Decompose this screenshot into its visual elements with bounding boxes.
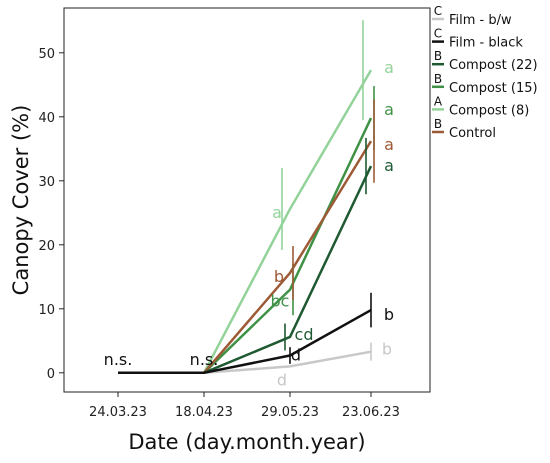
series-line [118, 140, 373, 375]
significance-label: d [277, 370, 287, 389]
legend-group-letter: B [434, 49, 442, 63]
series-line [118, 308, 372, 375]
legend: C Film - b/w C Film - black B Compost (22) B Co… [432, 4, 538, 141]
legend-entry: Compost (22) [449, 58, 538, 73]
y-axis-title: Canopy Cover (%) [9, 105, 33, 296]
significance-label: b [274, 267, 284, 286]
significance-label: a [384, 156, 394, 175]
legend-entry: Film - black [449, 36, 523, 51]
legend-group-letter: B [434, 117, 442, 131]
ns-annotation: n.s. [104, 350, 133, 369]
legend-group-letter: C [434, 4, 442, 18]
x-tick-label: 24.03.23 [89, 405, 147, 420]
significance-label: a [384, 100, 394, 119]
y-tick-label: 30 [38, 175, 55, 190]
y-tick-label: 20 [38, 239, 55, 254]
x-tick-label: 23.06.23 [342, 405, 400, 420]
y-tick-label: 0 [47, 367, 55, 382]
significance-label: a [272, 203, 282, 222]
significance-label: bc [271, 292, 290, 311]
significance-label: b [384, 305, 394, 324]
x-tick-label: 29.05.23 [261, 405, 319, 420]
y-tick-label: 10 [38, 303, 55, 318]
legend-group-letter: C [434, 27, 442, 41]
ns-annotation: n.s. [190, 350, 219, 369]
significance-label: d [291, 346, 301, 365]
legend-entry: Compost (8) [449, 103, 529, 118]
y-tick-label: 40 [38, 111, 55, 126]
x-tick-label: 18.04.23 [175, 405, 233, 420]
legend-entry: Compost (15) [449, 81, 538, 96]
legend-group-letter: B [434, 72, 442, 86]
y-tick-label: 50 [38, 47, 55, 62]
significance-label: b [382, 340, 392, 359]
significance-label: a [384, 135, 394, 154]
legend-entry: Film - b/w [449, 13, 512, 28]
plot-frame [63, 7, 431, 393]
significance-label: a [384, 58, 394, 77]
x-axis-title: Date (day.month.year) [128, 430, 365, 454]
significance-label: cd [295, 325, 314, 344]
legend-entry: Control [449, 126, 496, 141]
legend-group-letter: A [434, 94, 443, 108]
